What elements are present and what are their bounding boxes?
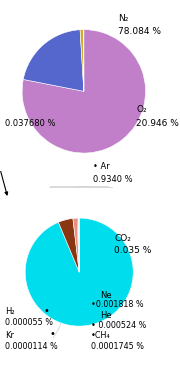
Text: 0.035 %: 0.035 % (114, 246, 152, 255)
Text: O₂: O₂ (136, 105, 147, 114)
Text: •: • (49, 329, 55, 339)
Text: •: • (44, 306, 50, 316)
Text: 0.0000114 %: 0.0000114 % (5, 342, 57, 351)
Text: N₂: N₂ (118, 14, 128, 23)
Wedge shape (23, 30, 84, 92)
Wedge shape (58, 219, 79, 272)
Text: •0.001818 %: •0.001818 % (91, 300, 144, 309)
Text: CO₂: CO₂ (114, 234, 131, 243)
Text: He: He (100, 311, 111, 320)
Text: • Ar: • Ar (93, 162, 110, 171)
Text: 0.0001745 %: 0.0001745 % (91, 342, 144, 351)
Text: 0.037680 %: 0.037680 % (5, 119, 55, 128)
Wedge shape (73, 218, 79, 272)
Text: Ne: Ne (100, 291, 111, 300)
Text: 0.9340 %: 0.9340 % (93, 175, 133, 184)
Text: H₂: H₂ (5, 307, 14, 316)
Wedge shape (77, 218, 79, 272)
Text: 0.000055 %: 0.000055 % (5, 318, 53, 327)
Text: • 0.000524 %: • 0.000524 % (91, 321, 147, 330)
Text: Kr: Kr (5, 332, 14, 340)
Text: •CH₄: •CH₄ (91, 332, 111, 340)
Wedge shape (25, 218, 133, 326)
Wedge shape (80, 30, 84, 92)
Text: 20.946 %: 20.946 % (136, 119, 179, 128)
Wedge shape (22, 30, 146, 153)
Text: 78.084 %: 78.084 % (118, 27, 161, 36)
